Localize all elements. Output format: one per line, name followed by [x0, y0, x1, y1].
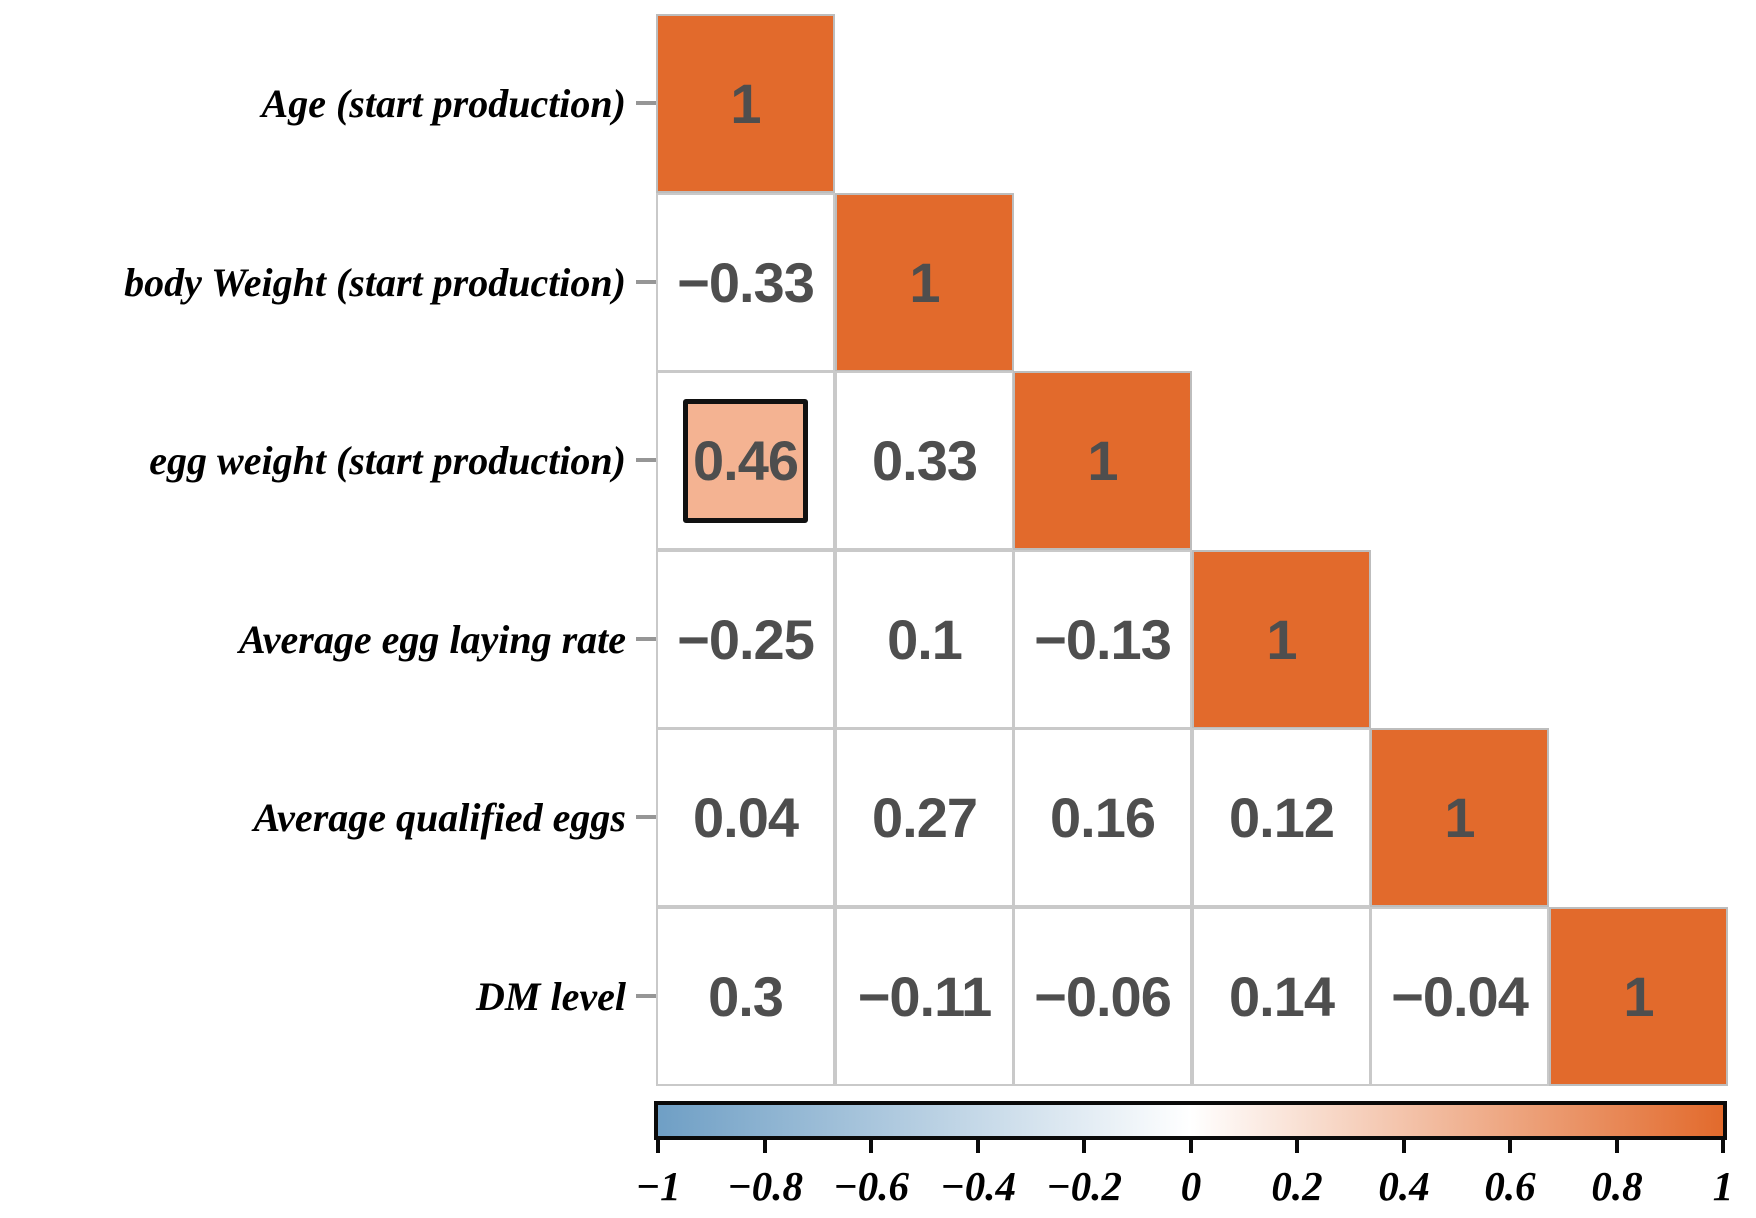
- colorbar-tick-label: 1: [1712, 1163, 1734, 1209]
- y-axis-tick: [636, 637, 656, 641]
- colorbar-tick: [1402, 1140, 1406, 1153]
- matrix-cell: 0.12: [1192, 728, 1371, 907]
- cell-value: 0.14: [1229, 964, 1335, 1028]
- matrix-cell: 0.16: [1013, 728, 1192, 907]
- matrix-cell: 0.14: [1192, 907, 1371, 1086]
- colorbar-tick: [869, 1140, 873, 1153]
- matrix-cell-diagonal: 1: [1013, 371, 1192, 550]
- cell-value: 1: [1444, 785, 1475, 849]
- y-axis-tick: [636, 994, 656, 998]
- matrix-cell: −0.25: [656, 550, 835, 729]
- cell-value: 1: [909, 250, 940, 314]
- cell-value: −0.11: [857, 964, 993, 1028]
- matrix-cell-diagonal: 1: [835, 193, 1014, 372]
- cell-value: −0.04: [1391, 964, 1529, 1028]
- cell-value: 0.12: [1229, 785, 1335, 849]
- colorbar-tick: [1508, 1140, 1512, 1153]
- cell-value: 0.3: [708, 964, 784, 1028]
- row-label: Age (start production): [261, 81, 626, 126]
- cell-value: 0.33: [872, 428, 978, 492]
- y-axis-tick: [636, 101, 656, 105]
- colorbar-tick: [1721, 1140, 1725, 1153]
- matrix-cell-diagonal: 1: [1370, 728, 1549, 907]
- matrix-cell: −0.33: [656, 193, 835, 372]
- cell-value: 0.1: [887, 607, 963, 671]
- colorbar-tick-label: −0.6: [832, 1163, 910, 1209]
- colorbar-tick-label: −0.4: [939, 1163, 1017, 1209]
- colorbar-tick-label: 0.2: [1271, 1163, 1323, 1209]
- cell-value: 0.46: [693, 428, 799, 492]
- row-label: DM level: [476, 974, 626, 1019]
- cell-value: −0.06: [1034, 964, 1172, 1028]
- matrix-cell: 0.04: [656, 728, 835, 907]
- cell-value: 1: [1266, 607, 1297, 671]
- colorbar-tick: [763, 1140, 767, 1153]
- cell-value: 1: [1087, 428, 1118, 492]
- row-label: Average qualified eggs: [253, 795, 626, 840]
- cell-value: 0.16: [1050, 785, 1156, 849]
- highlight-box: 0.46: [683, 398, 808, 523]
- cell-value: −0.25: [677, 607, 815, 671]
- matrix-cell-diagonal: 1: [1192, 550, 1371, 729]
- matrix-cell: −0.13: [1013, 550, 1192, 729]
- cell-value: 1: [1623, 964, 1654, 1028]
- matrix-cell: 0.1: [835, 550, 1014, 729]
- matrix-cell: −0.06: [1013, 907, 1192, 1086]
- matrix-cell: 0.27: [835, 728, 1014, 907]
- matrix-cell-diagonal: 1: [1549, 907, 1728, 1086]
- matrix-cell: 0.3: [656, 907, 835, 1086]
- colorbar-tick-label: 0.4: [1378, 1163, 1430, 1209]
- cell-value: −0.13: [1034, 607, 1172, 671]
- y-axis-tick: [636, 280, 656, 284]
- colorbar-tick: [656, 1140, 660, 1153]
- row-label: egg weight (start production): [149, 438, 626, 483]
- matrix-cell: −0.04: [1370, 907, 1549, 1086]
- colorbar-tick-label: 0.6: [1484, 1163, 1536, 1209]
- row-label: Average egg laying rate: [239, 617, 626, 662]
- matrix-cell: 0.33: [835, 371, 1014, 550]
- colorbar-tick-label: −1: [635, 1163, 681, 1209]
- cell-value: 1: [730, 71, 761, 135]
- cell-value: 0.27: [872, 785, 978, 849]
- y-axis-tick: [636, 458, 656, 462]
- row-label: body Weight (start production): [124, 260, 626, 305]
- colorbar-tick: [1295, 1140, 1299, 1153]
- matrix-cell: 0.46: [656, 371, 835, 550]
- colorbar-tick: [1189, 1140, 1193, 1153]
- colorbar-tick-label: −0.8: [726, 1163, 804, 1209]
- colorbar-tick-label: 0: [1180, 1163, 1202, 1209]
- cell-value: 0.04: [693, 785, 799, 849]
- colorbar-tick: [1615, 1140, 1619, 1153]
- colorbar-tick-label: −0.2: [1045, 1163, 1123, 1209]
- matrix-cell-diagonal: 1: [656, 14, 835, 193]
- colorbar-tick: [1082, 1140, 1086, 1153]
- cell-value: −0.33: [677, 250, 815, 314]
- colorbar-tick-label: 0.8: [1591, 1163, 1643, 1209]
- y-axis-tick: [636, 815, 656, 819]
- colorbar-gradient: [654, 1101, 1727, 1140]
- matrix-cell: −0.11: [835, 907, 1014, 1086]
- colorbar-tick: [976, 1140, 980, 1153]
